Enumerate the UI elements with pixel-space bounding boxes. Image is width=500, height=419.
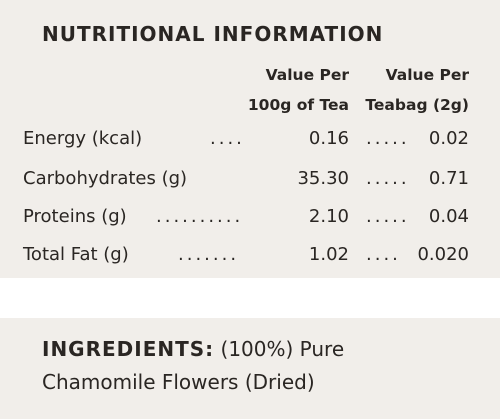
row-value-per-100g: 0.16	[308, 128, 349, 149]
row-label: Total Fat (g)	[23, 244, 129, 265]
nutrition-row-proteins: Proteins (g) .......... 2.10 ..... 0.04	[0, 202, 500, 232]
leader-dots: .....	[366, 168, 410, 189]
row-value-per-teabag: 0.02	[428, 128, 469, 149]
row-label: Energy (kcal)	[23, 128, 143, 149]
leader-dots: ..........	[156, 206, 244, 227]
column-header-per-100g: Value Per 100g of Tea	[248, 60, 349, 120]
row-label: Proteins (g)	[23, 206, 127, 227]
row-value-per-100g: 1.02	[308, 244, 349, 265]
column-header-line: Value Per	[385, 66, 469, 84]
column-header-line: Teabag (2g)	[365, 96, 469, 114]
leader-dots: ....	[366, 244, 401, 265]
nutrition-row-carbohydrates: Carbohydrates (g) 35.30 ..... 0.71	[0, 164, 500, 194]
row-value-per-teabag: 0.71	[428, 168, 469, 189]
column-header-per-teabag: Value Per Teabag (2g)	[365, 60, 469, 120]
row-value-per-100g: 35.30	[297, 168, 349, 189]
column-header-line: 100g of Tea	[247, 96, 349, 114]
ingredients-text: INGREDIENTS: (100%) Pure Chamomile Flowe…	[42, 333, 344, 399]
ingredients-heading: INGREDIENTS:	[42, 337, 215, 361]
leader-dots: ....	[210, 128, 245, 149]
ingredients-panel	[0, 318, 500, 419]
row-value-per-teabag: 0.020	[417, 244, 469, 265]
row-label: Carbohydrates (g)	[23, 168, 188, 189]
nutrition-row-total-fat: Total Fat (g) ....... 1.02 .... 0.020	[0, 240, 500, 270]
nutrition-title: NUTRITIONAL INFORMATION	[42, 22, 384, 46]
nutrition-row-energy: Energy (kcal) .... 0.16 ..... 0.02	[0, 124, 500, 154]
leader-dots: .......	[178, 244, 240, 265]
nutrition-panel: NUTRITIONAL INFORMATION Value Per 100g o…	[0, 0, 500, 278]
column-header-line: Value Per	[265, 66, 349, 84]
row-value-per-100g: 2.10	[308, 206, 349, 227]
ingredients-line-1: (100%) Pure	[220, 337, 345, 361]
row-value-per-teabag: 0.04	[428, 206, 469, 227]
leader-dots: .....	[366, 128, 410, 149]
ingredients-line-2: Chamomile Flowers (Dried)	[42, 370, 315, 394]
leader-dots: .....	[366, 206, 410, 227]
